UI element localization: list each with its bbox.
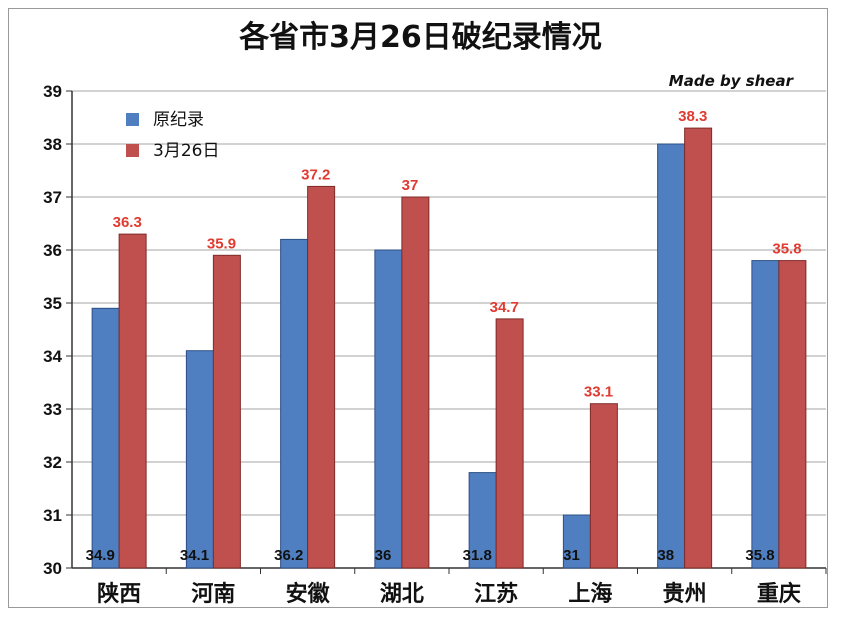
bar-3月26日 (495, 318, 524, 569)
x-tick-label: 河南 (191, 582, 235, 607)
data-label-top: 35.8 (772, 241, 801, 258)
y-tick-label: 38 (43, 135, 62, 154)
bar-3月26日 (401, 196, 430, 569)
y-tick-label: 31 (43, 506, 62, 525)
y-tick-label: 33 (43, 400, 62, 419)
bar-原纪录 (468, 472, 497, 569)
chart-title: 各省市3月26日破纪录情况 (239, 20, 602, 55)
data-label-base: 31 (563, 547, 580, 564)
bar-原纪录 (562, 514, 591, 569)
bar-3月26日 (212, 254, 241, 569)
y-tick-label: 30 (43, 559, 62, 578)
data-label-top: 38.3 (678, 108, 707, 125)
x-tick-label: 上海 (568, 581, 612, 607)
x-tick-label: 重庆 (757, 581, 801, 607)
data-label-top: 33.1 (584, 384, 613, 401)
data-label-base: 34.9 (86, 547, 115, 564)
bar-3月26日 (684, 127, 713, 569)
y-tick-label: 35 (43, 294, 62, 313)
data-label-base: 36 (375, 547, 392, 564)
x-tick-label: 陕西 (97, 582, 141, 607)
x-tick-label: 湖北 (380, 582, 424, 607)
bar-原纪录 (374, 249, 403, 569)
legend-swatch (126, 113, 139, 126)
bar-原纪录 (657, 143, 686, 569)
bar-3月26日 (118, 233, 147, 569)
data-label-top: 36.3 (113, 214, 142, 231)
data-label-base: 31.8 (463, 547, 492, 564)
data-label-top: 37.2 (301, 166, 330, 183)
bar-原纪录 (280, 238, 309, 569)
data-label-base: 34.1 (180, 547, 209, 564)
data-label-top: 34.7 (490, 299, 519, 316)
legend-label: 原纪录 (153, 110, 204, 130)
data-label-top: 37 (402, 177, 419, 194)
legend-label: 3月26日 (153, 141, 219, 161)
data-label-base: 36.2 (274, 547, 303, 564)
bar-3月26日 (307, 185, 336, 569)
y-tick-label: 37 (43, 188, 62, 207)
legend-swatch (126, 144, 139, 157)
x-tick-label: 安徽 (286, 581, 331, 607)
data-label-base: 38 (657, 547, 674, 564)
data-label-base: 35.8 (745, 547, 774, 564)
bar-3月26日 (589, 403, 618, 569)
y-tick-label: 36 (43, 241, 62, 260)
y-tick-label: 32 (43, 453, 62, 472)
x-tick-label: 江苏 (474, 581, 518, 607)
bar-原纪录 (91, 307, 120, 569)
bar-原纪录 (185, 350, 214, 569)
y-tick-label: 34 (43, 347, 62, 366)
data-label-top: 35.9 (207, 235, 236, 252)
y-tick-label: 39 (43, 82, 62, 101)
chart-credit: Made by shear (668, 72, 793, 90)
bar-3月26日 (778, 260, 807, 569)
bar-原纪录 (751, 260, 780, 569)
x-tick-label: 贵州 (663, 582, 707, 607)
